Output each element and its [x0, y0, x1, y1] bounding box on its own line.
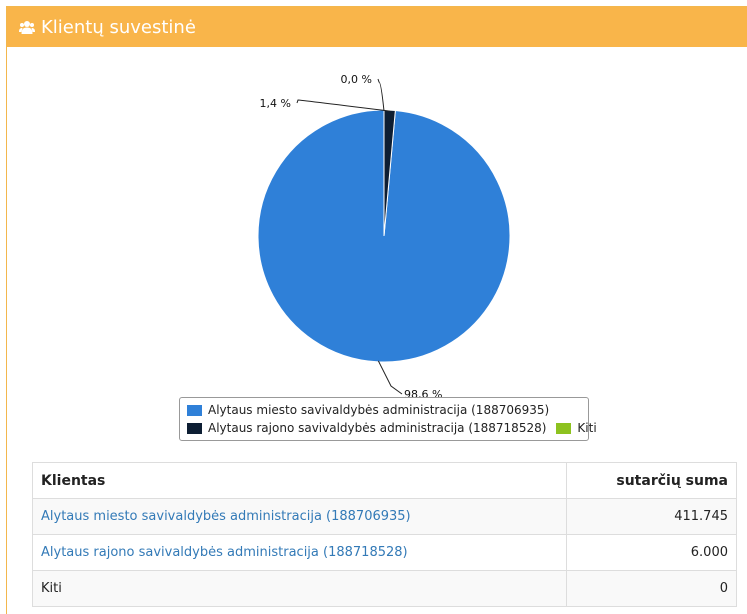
legend-row-1: Alytaus miesto savivaldybės administraci…	[187, 403, 559, 417]
pie-leader-line	[377, 78, 385, 112]
legend-row-2: Alytaus rajono savivaldybės administraci…	[187, 421, 607, 435]
pie-leader-line	[296, 99, 390, 112]
table-row: Alytaus rajono savivaldybės administraci…	[32, 534, 737, 571]
legend-label: Alytaus miesto savivaldybės administraci…	[208, 403, 550, 417]
pie-data-label: 0,0 %	[341, 73, 372, 86]
panel-header: Klientų suvestinė	[7, 7, 747, 47]
table-row: Alytaus miesto savivaldybės administraci…	[32, 498, 737, 535]
clients-table: Klientas sutarčių suma Alytaus miesto sa…	[32, 462, 737, 607]
amount-cell: 411.745	[566, 498, 737, 535]
amount-cell: 6.000	[566, 534, 737, 571]
legend-swatch	[556, 422, 572, 434]
users-icon	[19, 20, 35, 34]
column-header-amount: sutarčių suma	[566, 462, 737, 499]
legend-swatch	[187, 422, 202, 434]
pie-leader-line	[377, 360, 403, 395]
legend-item-miesto[interactable]: Alytaus miesto savivaldybės administraci…	[187, 403, 549, 417]
panel-title: Klientų suvestinė	[41, 16, 196, 38]
pie-data-label: 1,4 %	[260, 97, 291, 110]
legend-label: Kiti	[577, 421, 597, 435]
amount-cell: 0	[566, 570, 737, 607]
legend-item-kiti[interactable]: Kiti	[556, 421, 597, 435]
client-link[interactable]: Alytaus rajono savivaldybės administraci…	[41, 545, 408, 560]
client-cell: Alytaus miesto savivaldybės administraci…	[32, 498, 567, 535]
column-header-client: Klientas	[32, 462, 567, 499]
pie-chart-svg: 98,6 %1,4 %0,0 %	[257, 73, 511, 400]
chart-legend: Alytaus miesto savivaldybės administraci…	[179, 397, 597, 441]
client-cell: Kiti	[32, 570, 567, 607]
table-header-row: Klientas sutarčių suma	[32, 462, 737, 499]
table-row: Kiti 0	[32, 570, 737, 607]
legend-item-rajono[interactable]: Alytaus rajono savivaldybės administraci…	[187, 421, 546, 435]
client-link[interactable]: Alytaus miesto savivaldybės administraci…	[41, 509, 411, 524]
client-cell: Alytaus rajono savivaldybės administraci…	[32, 534, 567, 571]
pie-chart: 98,6 % 1,4 % 0,0 % Alytaus miesto savivald…	[179, 73, 597, 441]
legend-label: Alytaus rajono savivaldybės administraci…	[208, 421, 547, 435]
legend-swatch	[187, 404, 202, 416]
